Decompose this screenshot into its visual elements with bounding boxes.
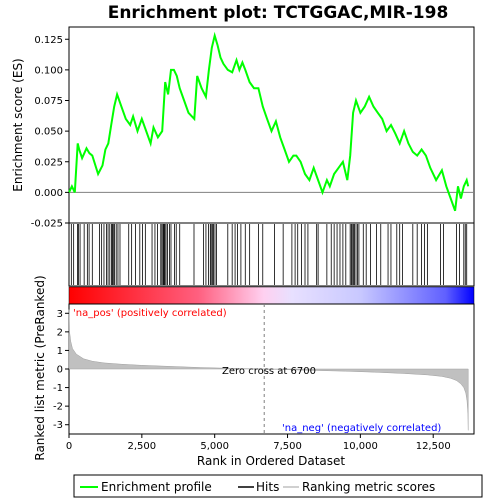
metric-y-tick-label: -1 — [53, 383, 63, 394]
legend-hits-label: Hits — [256, 480, 279, 494]
es-y-tick-label: -0.025 — [31, 219, 63, 230]
es-y-tick-label: 0.050 — [34, 127, 63, 138]
x-tick-label: 12,500 — [416, 441, 451, 452]
legend-metric-label: Ranking metric scores — [302, 480, 435, 494]
es-y-tick-label: 0.000 — [34, 188, 63, 199]
neg-label: 'na_neg' (negatively correlated) — [282, 423, 441, 434]
es-y-tick-label: 0.025 — [34, 157, 63, 168]
x-tick-label: 7,500 — [273, 441, 302, 452]
x-tick-label: 2,500 — [128, 441, 157, 452]
metric-y-tick-label: 3 — [57, 309, 63, 320]
metric-y-tick-label: 2 — [57, 327, 63, 338]
legend-enrichment-label: Enrichment profile — [101, 480, 212, 494]
legend: Enrichment profile Hits Ranking metric s… — [74, 475, 482, 497]
hits-panel-frame — [69, 223, 474, 286]
metric-panel: 'na_pos' (positively correlated) Zero cr… — [33, 275, 474, 468]
x-axis-title: Rank in Ordered Dataset — [197, 454, 345, 468]
hits-panel — [69, 223, 474, 286]
x-tick-label: 10,000 — [343, 441, 378, 452]
es-panel: -0.025 0.000 0.025 0.050 0.075 0.100 0.125 Enr… — [11, 27, 474, 230]
ranking-colorbar — [69, 287, 474, 304]
metric-y-ticks: -3 -2 -1 0 1 2 3 — [53, 309, 69, 431]
es-y-tick-label: 0.075 — [34, 96, 63, 107]
metric-y-axis-title: Ranked list metric (PreRanked) — [33, 275, 47, 460]
pos-label: 'na_pos' (positively correlated) — [73, 308, 227, 319]
es-y-ticks: -0.025 0.000 0.025 0.050 0.075 0.100 0.125 — [31, 35, 69, 230]
es-y-tick-label: 0.125 — [34, 35, 63, 46]
x-ticks: 0 2,500 5,000 7,500 10,000 12,500 — [66, 434, 451, 452]
metric-y-tick-label: -2 — [53, 402, 63, 413]
metric-y-tick-label: 1 — [57, 346, 63, 357]
x-tick-label: 5,000 — [200, 441, 229, 452]
x-tick-label: 0 — [66, 441, 72, 452]
zero-cross-label: Zero cross at 6700 — [222, 366, 316, 377]
es-y-axis-title: Enrichment score (ES) — [11, 58, 25, 191]
chart-title: Enrichment plot: TCTGGAC,MIR-198 — [108, 3, 449, 23]
metric-y-tick-label: -3 — [53, 420, 63, 431]
es-y-tick-label: 0.100 — [34, 65, 63, 76]
metric-y-tick-label: 0 — [57, 365, 63, 376]
